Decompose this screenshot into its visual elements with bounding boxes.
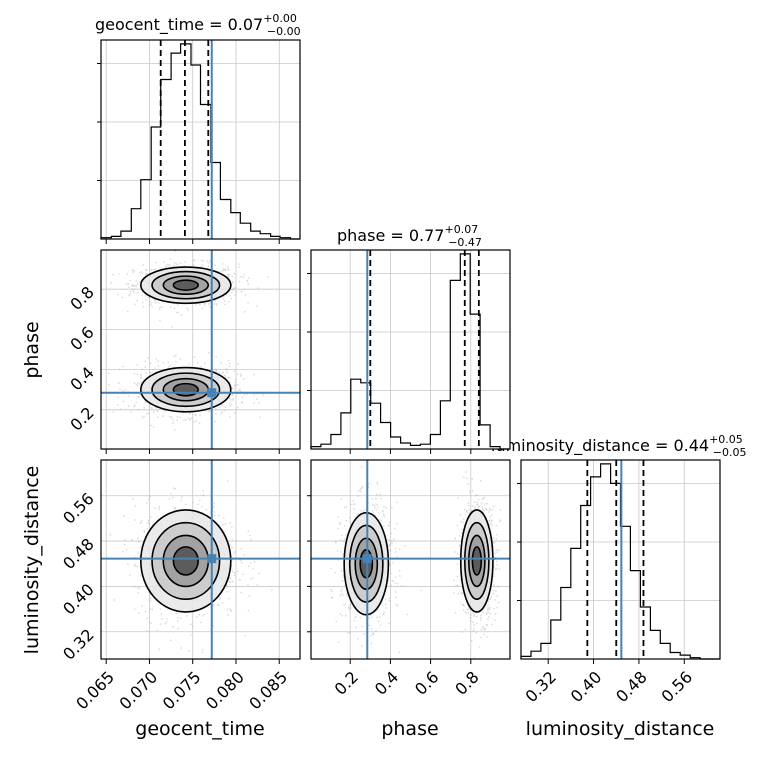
contour-0 [343,511,390,616]
y-axis-label-phase: phase [21,321,43,378]
contour-2 [354,537,379,591]
contour-1 [348,524,384,603]
panel-background [311,250,510,449]
truth-marker [207,554,217,564]
contour-0 [140,266,232,305]
contour-2 [467,534,486,588]
panel-frame [520,459,721,660]
contour-3 [359,548,374,579]
panel-frame [310,459,511,660]
x-axis-label-phase: phase [381,718,438,740]
truth-marker [207,388,217,398]
y-axis-label-luminosity-distance: luminosity_distance [21,466,43,655]
contour-3 [172,382,199,397]
truth-marker [362,554,372,564]
panel-geocent_time-geocent_time [97,39,301,244]
panel-geocent_time-phase: 0.20.40.60.8 [66,249,301,454]
x-axis-label-luminosity-distance: luminosity_distance [526,718,715,740]
contour-3 [172,279,199,291]
contour-3 [471,546,483,576]
contour-1 [151,372,221,408]
panel-frame [100,249,301,450]
title-geocent-time: geocent_time = 0.07+0.00 −0.00 [95,12,301,38]
density-level-3 [173,280,199,291]
histogram-geocent_time [100,43,300,240]
contour-1 [463,521,490,600]
panel-phase-phase [307,249,511,454]
contour-0 [459,509,494,613]
title-luminosity-distance: luminosity_distance = 0.44+0.05 −0.05 [491,433,747,459]
contour-2 [162,275,210,296]
panel-frame [100,39,301,240]
contour-1 [151,521,221,600]
density-level-3 [472,546,482,575]
contour-0 [140,366,232,413]
contour-3 [172,546,199,576]
histogram-phase [310,253,510,450]
panel-frame [310,249,511,450]
title-phase: phase = 0.77+0.07 −0.47 [337,223,482,249]
panel-frame [100,459,301,660]
x-axis-label-geocent-time: geocent_time [135,718,264,740]
contour-1 [151,270,221,300]
contour-0 [140,509,232,613]
density-level-3 [173,546,199,575]
